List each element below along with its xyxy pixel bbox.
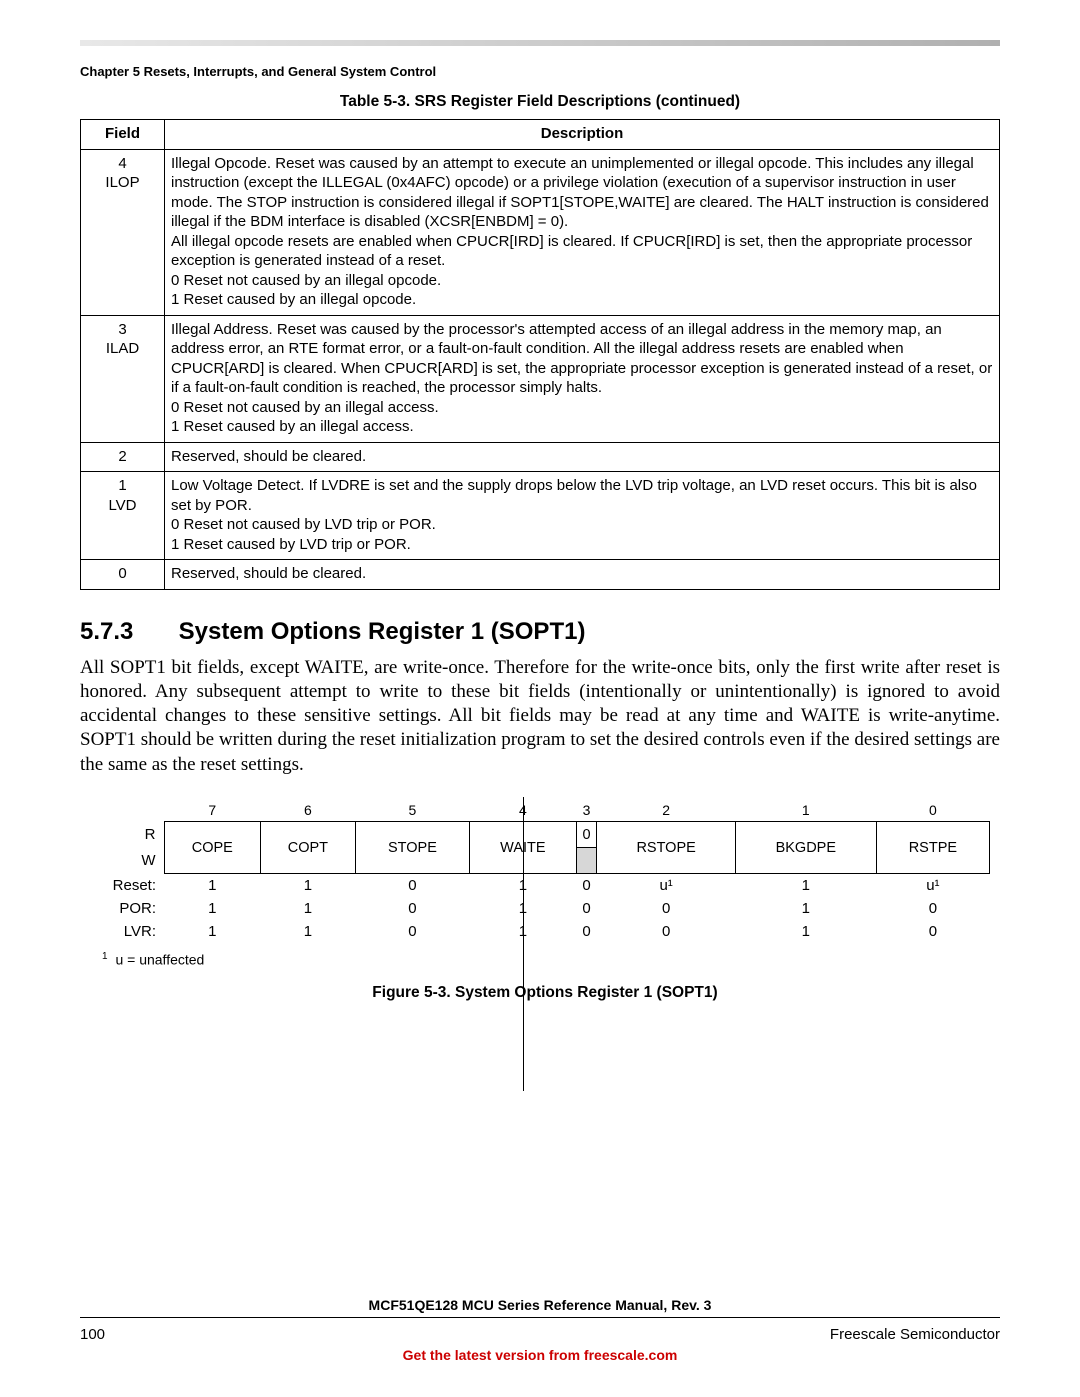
bitnum: 0 <box>876 799 989 822</box>
val: 0 <box>576 920 597 943</box>
row-label: Reset: <box>100 874 164 898</box>
bitnum: 7 <box>164 799 261 822</box>
bit-rstpe: RSTPE <box>876 822 989 874</box>
val: 0 <box>355 920 469 943</box>
row-label: LVR: <box>100 920 164 943</box>
val: 1 <box>735 874 876 898</box>
val: 1 <box>261 897 356 920</box>
register-diagram: 7 6 5 4 3 2 1 0 R COPE COPT STOPE WAITE … <box>100 799 990 1002</box>
val: 1 <box>164 874 261 898</box>
reset-row: Reset: 1 1 0 1 0 u¹ 1 u¹ <box>100 874 990 898</box>
bitnum: 4 <box>470 799 576 822</box>
lvr-row: LVR: 1 1 0 1 0 0 1 0 <box>100 920 990 943</box>
table-row: 0 Reserved, should be cleared. <box>81 560 1000 590</box>
desc-cell: Illegal Opcode. Reset was caused by an a… <box>165 149 1000 315</box>
register-footnote: 1 u = unaffected <box>102 951 990 968</box>
bitnum: 6 <box>261 799 356 822</box>
figure-caption: Figure 5-3. System Options Register 1 (S… <box>100 984 990 1002</box>
footer-manual-title: MCF51QE128 MCU Series Reference Manual, … <box>80 1297 1000 1313</box>
row-label: POR: <box>100 897 164 920</box>
val: 0 <box>355 897 469 920</box>
th-desc: Description <box>165 120 1000 150</box>
val: 1 <box>735 920 876 943</box>
val: 0 <box>576 874 597 898</box>
bit-stope: STOPE <box>355 822 469 874</box>
w-label: W <box>100 848 164 874</box>
company-name: Freescale Semiconductor <box>830 1326 1000 1343</box>
val: 1 <box>261 920 356 943</box>
val: 1 <box>735 897 876 920</box>
section-heading: 5.7.3 System Options Register 1 (SOPT1) <box>80 618 1000 646</box>
top-rule <box>80 40 1000 46</box>
register-table: 7 6 5 4 3 2 1 0 R COPE COPT STOPE WAITE … <box>100 799 990 943</box>
footnote-text: u = unaffected <box>115 952 204 968</box>
bitnum: 1 <box>735 799 876 822</box>
val: 1 <box>164 920 261 943</box>
bitnum: 5 <box>355 799 469 822</box>
section-number: 5.7.3 <box>80 618 172 646</box>
val: 0 <box>876 897 989 920</box>
table-caption: Table 5-3. SRS Register Field Descriptio… <box>80 93 1000 111</box>
val: 0 <box>355 874 469 898</box>
desc-table: Field Description 4 ILOP Illegal Opcode.… <box>80 119 1000 590</box>
val: 0 <box>576 897 597 920</box>
table-row: 2 Reserved, should be cleared. <box>81 442 1000 472</box>
bit-bkgdpe: BKGDPE <box>735 822 876 874</box>
bit-cope: COPE <box>164 822 261 874</box>
bit-rstope: RSTOPE <box>597 822 735 874</box>
table-row: 4 ILOP Illegal Opcode. Reset was caused … <box>81 149 1000 315</box>
table-row: 3 ILAD Illegal Address. Reset was caused… <box>81 315 1000 442</box>
val: 0 <box>597 920 735 943</box>
section-paragraph: All SOPT1 bit fields, except WAITE, are … <box>80 656 1000 778</box>
field-cell: 4 ILOP <box>81 149 165 315</box>
footnote-mark: 1 <box>102 951 108 962</box>
bit-copt: COPT <box>261 822 356 874</box>
desc-cell: Low Voltage Detect. If LVDRE is set and … <box>165 472 1000 560</box>
r-label: R <box>100 822 164 848</box>
bit3-read: 0 <box>576 822 597 848</box>
page-footer: MCF51QE128 MCU Series Reference Manual, … <box>80 1297 1000 1363</box>
page-number: 100 <box>80 1326 105 1343</box>
val: u¹ <box>597 874 735 898</box>
bit3-write-shaded <box>576 848 597 874</box>
read-row: R COPE COPT STOPE WAITE 0 RSTOPE BKGDPE … <box>100 822 990 848</box>
val: 1 <box>261 874 356 898</box>
desc-cell: Illegal Address. Reset was caused by the… <box>165 315 1000 442</box>
val: 1 <box>164 897 261 920</box>
footer-rule <box>80 1317 1000 1318</box>
val: 0 <box>876 920 989 943</box>
bit-number-row: 7 6 5 4 3 2 1 0 <box>100 799 990 822</box>
field-cell: 3 ILAD <box>81 315 165 442</box>
bitnum: 2 <box>597 799 735 822</box>
field-cell: 1 LVD <box>81 472 165 560</box>
field-cell: 0 <box>81 560 165 590</box>
page: Chapter 5 Resets, Interrupts, and Genera… <box>0 0 1080 1032</box>
th-field: Field <box>81 120 165 150</box>
footer-link[interactable]: Get the latest version from freescale.co… <box>80 1347 1000 1363</box>
desc-cell: Reserved, should be cleared. <box>165 442 1000 472</box>
desc-cell: Reserved, should be cleared. <box>165 560 1000 590</box>
table-row: 1 LVD Low Voltage Detect. If LVDRE is se… <box>81 472 1000 560</box>
chapter-header: Chapter 5 Resets, Interrupts, and Genera… <box>80 64 1000 79</box>
field-cell: 2 <box>81 442 165 472</box>
val: u¹ <box>876 874 989 898</box>
val: 0 <box>597 897 735 920</box>
section-title: System Options Register 1 (SOPT1) <box>179 618 586 645</box>
por-row: POR: 1 1 0 1 0 0 1 0 <box>100 897 990 920</box>
bitnum: 3 <box>576 799 597 822</box>
